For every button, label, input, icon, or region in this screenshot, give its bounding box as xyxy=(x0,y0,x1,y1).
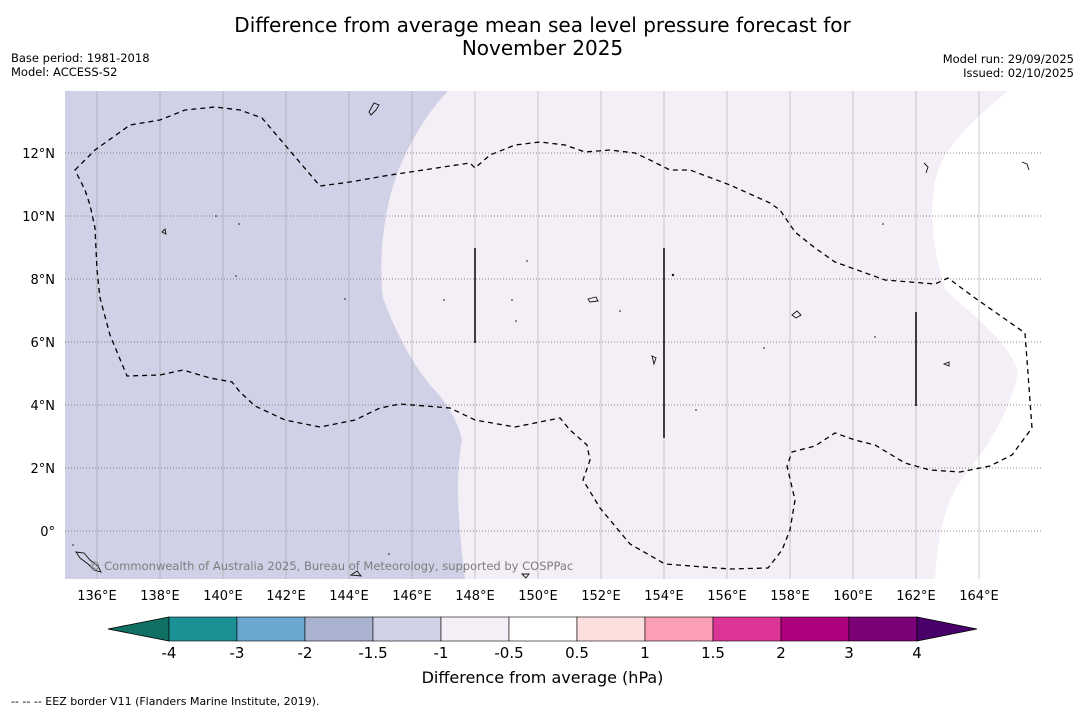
colorbar-tick-label: -1.5 xyxy=(358,644,387,662)
islet-dot xyxy=(443,299,445,301)
island-outline xyxy=(587,296,599,303)
lon-tick-label: 148°E xyxy=(455,589,495,604)
colorbar-tick-label: -3 xyxy=(230,644,245,662)
lon-tick-label: 158°E xyxy=(770,589,810,604)
lon-tick-label: 156°E xyxy=(707,589,747,604)
lat-tick-label: 6°N xyxy=(31,336,56,351)
issued-text: Issued: 02/10/2025 xyxy=(963,66,1074,80)
colorbar-segment xyxy=(712,616,782,642)
meta-left: Base period: 1981-2018 Model: ACCESS-S2 xyxy=(11,51,150,79)
colorbar-over-arrow xyxy=(916,616,978,642)
island-outline xyxy=(161,228,167,235)
islet-dot xyxy=(695,409,697,411)
title-line-2: November 2025 xyxy=(461,36,624,60)
lon-tick-label: 142°E xyxy=(266,589,306,604)
islets xyxy=(72,215,884,555)
lon-tick-label: 138°E xyxy=(140,589,180,604)
islet-dot xyxy=(526,260,528,262)
anomaly-region-minus-1-to-minus-0-5 xyxy=(381,91,1019,579)
anomaly-region-minus-1-5-to-minus-1 xyxy=(65,91,465,579)
colorbar-tick-label: -2 xyxy=(298,644,313,662)
islet-dot xyxy=(511,299,513,301)
colorbar-tick-label: 0.5 xyxy=(565,644,589,662)
islet-dot xyxy=(215,215,217,217)
lon-tick-label: 146°E xyxy=(392,589,432,604)
lat-tick-label: 12°N xyxy=(22,147,55,162)
latitude-labels: 12°N 10°N 8°N 6°N 4°N 2°N 0° xyxy=(22,147,55,540)
colorbar-tick-label: -1 xyxy=(434,644,449,662)
island-outline xyxy=(75,551,102,573)
colorbar-tick-label: 1 xyxy=(640,644,650,662)
colorbar-segment xyxy=(576,616,646,642)
island-outline xyxy=(791,310,802,319)
map-area: © Commonwealth of Australia 2025, Bureau… xyxy=(65,91,1043,579)
island-outline xyxy=(368,102,380,116)
colorbar-tick-label: 2 xyxy=(776,644,786,662)
islet-dot xyxy=(763,347,765,349)
islet-dot xyxy=(344,298,346,300)
lon-tick-label: 164°E xyxy=(959,589,999,604)
lon-tick-label: 154°E xyxy=(644,589,684,604)
lon-tick-label: 152°E xyxy=(581,589,621,604)
colorbar: -4 -3 -2 -1.5 -1 -0.5 0.5 1 1.5 2 3 4 xyxy=(107,616,978,662)
lon-tick-label: 160°E xyxy=(833,589,873,604)
island-outline xyxy=(520,573,530,579)
lon-tick-label: 136°E xyxy=(77,589,117,604)
colorbar-segment xyxy=(372,616,442,642)
islet-dot xyxy=(388,553,390,555)
islet-dot xyxy=(235,275,237,277)
lon-tick-label: 144°E xyxy=(329,589,369,604)
island-outline xyxy=(942,361,950,367)
islet-dot xyxy=(619,310,621,312)
chart-title: Difference from average mean sea level p… xyxy=(0,14,1085,60)
colorbar-segment xyxy=(304,616,374,642)
colorbar-segment xyxy=(508,616,578,642)
islet-dot xyxy=(238,223,240,225)
islet-dot xyxy=(72,544,74,546)
colorbar-segment xyxy=(236,616,306,642)
lat-tick-label: 4°N xyxy=(31,399,56,414)
map-gridlines xyxy=(65,91,1043,579)
colorbar-tick-label: -4 xyxy=(162,644,177,662)
lon-tick-label: 150°E xyxy=(518,589,558,604)
islet-dot xyxy=(515,320,517,322)
footnote-eez: -- -- -- EEZ border V11 (Flanders Marine… xyxy=(11,695,320,708)
colorbar-label: Difference from average (hPa) xyxy=(421,668,664,687)
colorbar-tick-label: 3 xyxy=(844,644,854,662)
lon-tick-label: 140°E xyxy=(203,589,243,604)
lat-tick-label: 10°N xyxy=(22,210,55,225)
copyright-text: © Commonwealth of Australia 2025, Bureau… xyxy=(89,559,573,573)
island-outline xyxy=(349,570,363,577)
colorbar-tick-label: 4 xyxy=(912,644,922,662)
title-line-1: Difference from average mean sea level p… xyxy=(234,13,851,37)
islet-dot xyxy=(882,223,884,225)
colorbar-segment xyxy=(440,616,510,642)
colorbar-segment xyxy=(848,616,918,642)
islet-dot xyxy=(874,336,876,338)
lat-tick-label: 8°N xyxy=(31,273,56,288)
contour-lines xyxy=(474,248,917,438)
colorbar-segment xyxy=(780,616,850,642)
colorbar-tick-label: -0.5 xyxy=(494,644,523,662)
lat-tick-label: 2°N xyxy=(31,462,56,477)
colorbar-segment xyxy=(644,616,714,642)
island-outline xyxy=(1021,161,1030,171)
base-period-text: Base period: 1981-2018 xyxy=(11,51,150,65)
island-outline xyxy=(651,355,657,366)
colorbar-tick-label: 1.5 xyxy=(701,644,725,662)
longitude-labels: 136°E 138°E 140°E 142°E 144°E 146°E 148°E 150°E… xyxy=(77,589,999,604)
meta-right: Model run: 29/09/2025 Issued: 02/10/2025 xyxy=(943,52,1074,80)
lat-tick-label: 0° xyxy=(40,525,55,540)
lon-tick-label: 162°E xyxy=(896,589,936,604)
island-outline xyxy=(923,162,929,174)
colorbar-segment xyxy=(168,616,238,642)
islands xyxy=(75,102,1030,579)
islet-dot xyxy=(671,273,675,277)
colorbar-under-arrow xyxy=(107,616,170,642)
model-run-text: Model run: 29/09/2025 xyxy=(942,52,1074,66)
model-text: Model: ACCESS-S2 xyxy=(11,65,118,79)
